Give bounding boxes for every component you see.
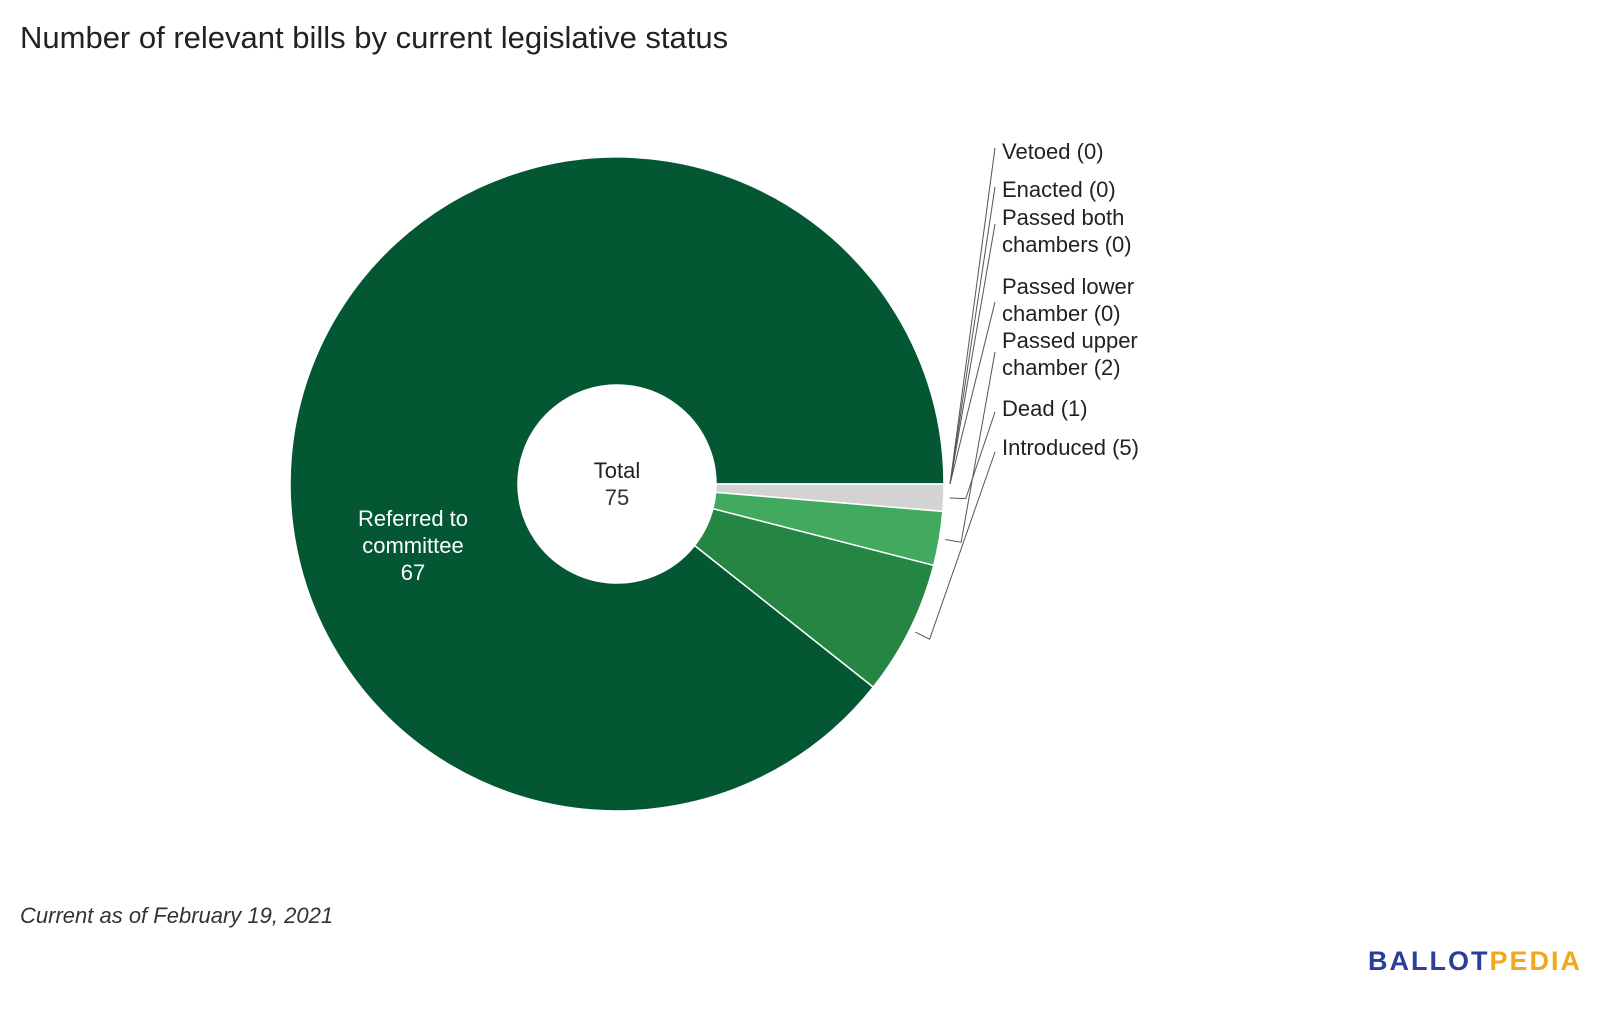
callout-passed-upper-chamber-line-1: Passed upper: [1002, 328, 1138, 353]
callout-passed-lower-chamber-line-1: Passed lower: [1002, 274, 1134, 299]
callout-dead-line-1: Dead (1): [1002, 396, 1088, 421]
center-label: Total: [594, 458, 640, 483]
leader-line-introduced: [915, 451, 996, 640]
callout-passed-both-chambers-line-1: Passed both: [1002, 205, 1124, 230]
footnote: Current as of February 19, 2021: [20, 903, 334, 928]
callout-vetoed-line-1: Vetoed (0): [1002, 139, 1104, 164]
slice-referred-to-committee: [289, 156, 945, 812]
logo-part-pedia: PEDIA: [1489, 946, 1582, 976]
callout-passed-upper-chamber-line-2: chamber (2): [1002, 355, 1121, 380]
leader-line-passed-lower-chamber: [949, 301, 996, 485]
slice-label-referred-to-committee-line-2: committee: [362, 533, 463, 558]
chart-title: Number of relevant bills by current legi…: [20, 20, 729, 55]
leader-line-passed-upper-chamber: [945, 351, 996, 543]
logo-part-ballot: BALLOT: [1367, 946, 1490, 976]
callout-passed-lower-chamber-line-2: chamber (0): [1002, 301, 1121, 326]
callout-passed-both-chambers-line-2: chambers (0): [1002, 232, 1132, 257]
callout-enacted-line-1: Enacted (0): [1002, 177, 1116, 202]
leader-line-passed-both-chambers: [949, 223, 996, 485]
center-value: 75: [605, 485, 629, 510]
leader-line-vetoed: [949, 147, 996, 485]
leader-line-dead: [949, 411, 996, 500]
callout-introduced-line-1: Introduced (5): [1002, 435, 1139, 460]
slice-label-referred-to-committee-line-1: Referred to: [358, 506, 468, 531]
slice-value-referred-to-committee: 67: [401, 560, 425, 585]
leader-line-enacted: [949, 186, 996, 485]
ballotpedia-logo: BALLOTPEDIA: [1368, 946, 1582, 977]
slice-dead: [714, 483, 945, 513]
